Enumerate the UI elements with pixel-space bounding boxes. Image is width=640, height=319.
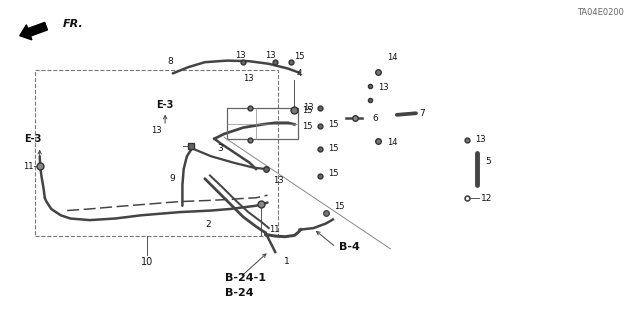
Text: B-4: B-4 — [339, 242, 360, 252]
Text: 10: 10 — [141, 256, 154, 267]
Text: 5: 5 — [485, 157, 491, 166]
Text: 6: 6 — [372, 114, 378, 123]
Text: 2: 2 — [205, 220, 211, 229]
Text: 1: 1 — [284, 257, 289, 266]
Text: 13: 13 — [265, 51, 275, 60]
Text: 15: 15 — [302, 106, 312, 115]
Text: 15: 15 — [302, 122, 312, 130]
Text: 13: 13 — [273, 176, 284, 185]
Text: 8: 8 — [167, 57, 173, 66]
Text: 15: 15 — [328, 144, 338, 153]
Text: 11: 11 — [23, 162, 33, 171]
Text: 14: 14 — [387, 53, 397, 62]
Text: 13: 13 — [378, 83, 388, 92]
Text: 12: 12 — [481, 194, 493, 203]
FancyArrow shape — [20, 22, 47, 40]
Text: 11: 11 — [269, 225, 279, 234]
Text: 15: 15 — [328, 169, 338, 178]
Text: B-24: B-24 — [225, 288, 254, 299]
Text: 13: 13 — [303, 103, 314, 112]
Text: 15: 15 — [328, 120, 338, 129]
Text: 4: 4 — [297, 69, 302, 78]
Text: TA04E0200: TA04E0200 — [577, 8, 624, 17]
Text: 3: 3 — [217, 144, 223, 153]
Text: 15: 15 — [334, 202, 344, 211]
Text: 7: 7 — [419, 109, 425, 118]
Text: E-3: E-3 — [24, 134, 42, 144]
Text: 15: 15 — [294, 52, 305, 61]
Text: 14: 14 — [387, 138, 397, 147]
Text: FR.: FR. — [63, 19, 83, 29]
Text: 13: 13 — [475, 135, 486, 144]
Text: B-24-1: B-24-1 — [225, 272, 266, 283]
Text: 13: 13 — [152, 126, 162, 135]
Text: 13: 13 — [243, 74, 253, 83]
Text: 9: 9 — [169, 174, 175, 182]
Text: E-3: E-3 — [156, 100, 174, 110]
Bar — [35, 70, 278, 236]
Text: 13: 13 — [235, 51, 245, 60]
